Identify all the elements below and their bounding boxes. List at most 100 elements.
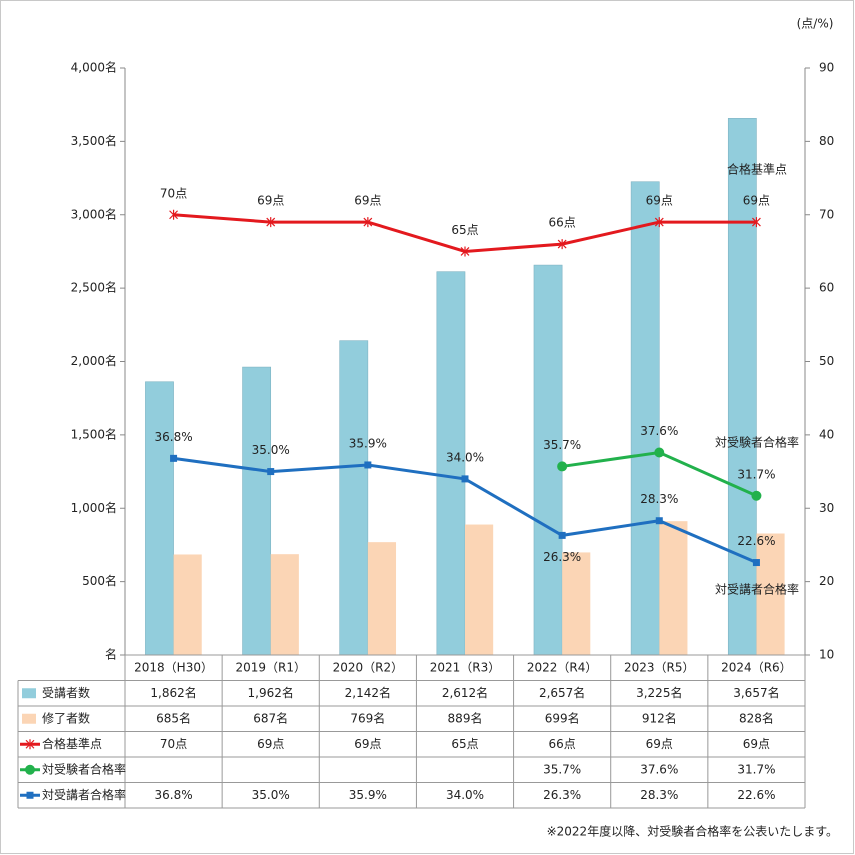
x-tick-label: 2024（R6） xyxy=(721,660,792,674)
y-tick-label: 500名 xyxy=(82,573,117,588)
y2-tick-label: 10 xyxy=(819,648,834,662)
series-annotation: 対受講者合格率 xyxy=(715,582,799,597)
x-tick-label: 2021（R3） xyxy=(430,660,501,674)
legend-label: 合格基準点 xyxy=(42,736,102,751)
y2-tick-label: 90 xyxy=(819,61,834,75)
footnote: ※2022年度以降、対受験者合格率を公表いたします。 xyxy=(547,824,838,839)
bar xyxy=(465,524,494,655)
table-cell: 889名 xyxy=(448,710,483,725)
bar xyxy=(145,381,174,656)
data-label: 36.8% xyxy=(155,430,193,444)
legend-marker xyxy=(25,764,35,775)
data-label: 70点 xyxy=(160,186,187,200)
table-cell: 69点 xyxy=(354,737,381,751)
line-marker xyxy=(557,461,568,472)
table-cell: 769名 xyxy=(350,710,385,725)
y-tick-label: 3,000名 xyxy=(71,206,117,221)
data-label: 22.6% xyxy=(737,534,775,548)
line-marker xyxy=(363,217,373,228)
table-cell: 22.6% xyxy=(737,788,775,802)
y2-tick-label: 50 xyxy=(819,354,834,368)
bar xyxy=(436,271,466,656)
legend-label: 受講者数 xyxy=(42,685,90,700)
bar xyxy=(727,118,757,656)
table-cell: 912名 xyxy=(642,710,677,725)
table-cell: 2,657名 xyxy=(539,685,585,700)
line-marker xyxy=(751,490,762,501)
y2-tick-label: 30 xyxy=(819,501,834,515)
table-cell: 3,225名 xyxy=(636,685,682,700)
table-cell: 699名 xyxy=(545,710,580,725)
table-cell: 2,612名 xyxy=(442,685,488,700)
bar xyxy=(242,366,272,656)
table-cell: 35.9% xyxy=(349,788,387,802)
table-cell: 28.3% xyxy=(640,788,678,802)
x-tick-label: 2023（R5） xyxy=(624,660,695,674)
data-label: 26.3% xyxy=(543,550,581,564)
series-annotation: 対受験者合格率 xyxy=(715,435,799,450)
bar xyxy=(173,554,202,655)
table-cell: 31.7% xyxy=(737,762,775,776)
table-cell: 69点 xyxy=(257,737,284,751)
legend-label: 修了者数 xyxy=(42,710,90,725)
y2-axis-unit: (点/%) xyxy=(797,17,834,31)
legend-swatch xyxy=(22,713,36,724)
data-label: 69点 xyxy=(257,194,284,208)
y-tick-label: 3,500名 xyxy=(71,133,117,148)
bar xyxy=(756,533,785,655)
y-tick-label: 1,500名 xyxy=(71,426,117,441)
line-marker xyxy=(461,475,469,483)
bar xyxy=(562,552,591,655)
table-cell: 26.3% xyxy=(543,788,581,802)
data-label: 66点 xyxy=(549,216,576,230)
line-marker xyxy=(169,209,178,220)
series-annotation: 合格基準点 xyxy=(727,162,787,177)
data-label: 65点 xyxy=(451,223,478,237)
y-tick-label: 2,000名 xyxy=(71,353,117,368)
data-label: 28.3% xyxy=(640,492,678,506)
table-cell: 687名 xyxy=(253,710,288,725)
data-label: 35.9% xyxy=(349,436,387,450)
y2-tick-label: 60 xyxy=(819,281,834,295)
data-label: 35.0% xyxy=(252,443,290,457)
bar xyxy=(533,264,563,656)
data-label: 31.7% xyxy=(737,467,775,481)
y-tick-label: 名 xyxy=(105,647,117,662)
table-cell: 37.6% xyxy=(640,762,678,776)
bar xyxy=(367,542,397,655)
line-marker xyxy=(266,217,276,228)
table-cell: 34.0% xyxy=(446,788,484,802)
line-marker xyxy=(655,517,663,525)
data-label: 69点 xyxy=(354,194,381,208)
legend-marker xyxy=(26,791,34,799)
bar xyxy=(659,521,688,655)
line-marker xyxy=(654,447,665,458)
data-label: 34.0% xyxy=(446,450,484,464)
line-marker xyxy=(654,217,664,228)
table-cell: 69点 xyxy=(743,737,770,751)
y-tick-label: 1,000名 xyxy=(71,500,117,515)
table-cell: 3,657名 xyxy=(733,685,779,700)
bar xyxy=(630,181,660,656)
bar xyxy=(339,340,369,656)
data-label: 69点 xyxy=(743,194,770,208)
legend-marker xyxy=(25,739,35,750)
table-cell: 1,862名 xyxy=(150,685,196,700)
line-marker xyxy=(558,531,566,539)
table-cell: 70点 xyxy=(160,737,187,751)
line-marker xyxy=(267,468,275,476)
table-cell: 36.8% xyxy=(155,788,193,802)
line-marker xyxy=(752,217,761,228)
table-cell: 2,142名 xyxy=(345,685,391,700)
line-marker xyxy=(170,454,178,462)
x-tick-label: 2018（H30） xyxy=(134,660,213,674)
data-label: 69点 xyxy=(646,194,673,208)
legend-swatch xyxy=(22,688,36,699)
table-cell: 69点 xyxy=(646,737,673,751)
line-marker xyxy=(752,559,760,567)
y2-tick-label: 80 xyxy=(819,134,834,148)
data-label: 37.6% xyxy=(640,424,678,438)
y-tick-label: 2,500名 xyxy=(71,280,117,295)
y-tick-label: 4,000名 xyxy=(71,60,117,75)
